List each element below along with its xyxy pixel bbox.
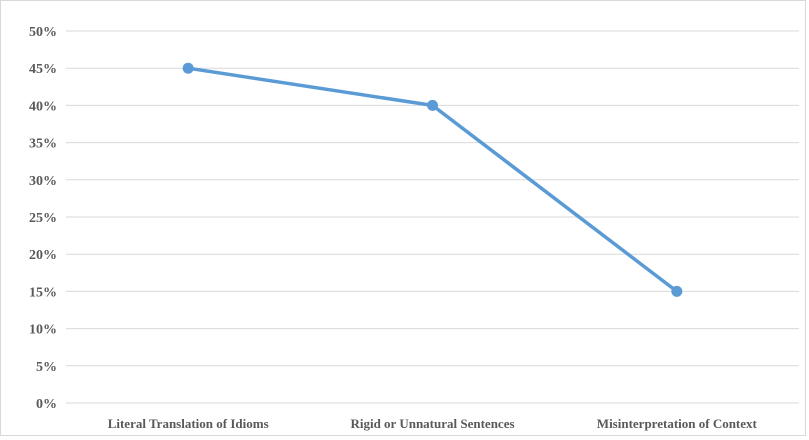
x-category-label: Misinterpretation of Context: [597, 416, 758, 431]
data-point-marker: [427, 99, 438, 111]
x-axis-category-labels: Literal Translation of Idioms Rigid or Un…: [108, 416, 758, 431]
y-tick-label: 25%: [29, 211, 57, 226]
y-tick-label: 45%: [29, 62, 57, 77]
y-tick-label: 30%: [29, 174, 57, 189]
x-category-label: Rigid or Unnatural Sentences: [350, 416, 514, 431]
y-tick-label: 10%: [29, 323, 57, 338]
y-axis-tick-labels: 0% 5% 10% 15% 20% 25% 30% 35% 40% 45% 50%: [29, 25, 57, 412]
y-tick-label: 0%: [36, 397, 57, 412]
y-tick-label: 5%: [36, 360, 57, 375]
y-tick-label: 20%: [29, 248, 57, 263]
gridlines: [66, 30, 799, 404]
y-tick-label: 35%: [29, 137, 57, 152]
x-category-label: Literal Translation of Idioms: [108, 416, 269, 431]
y-tick-label: 15%: [29, 285, 57, 300]
data-point-marker: [671, 285, 683, 297]
data-point-marker: [182, 62, 194, 74]
y-tick-label: 50%: [29, 25, 57, 40]
y-tick-label: 40%: [29, 99, 57, 114]
series-layer: [182, 62, 683, 297]
